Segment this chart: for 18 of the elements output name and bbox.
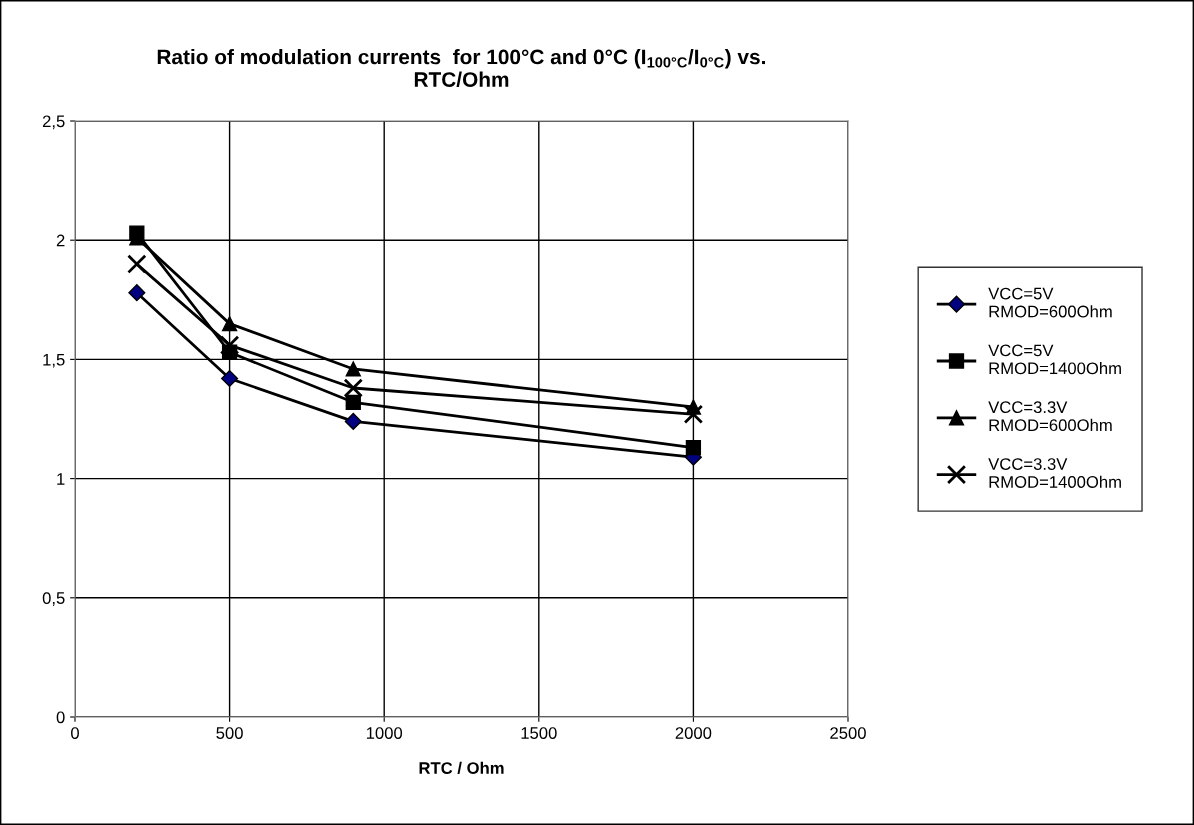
x-tick-label: 1500 bbox=[521, 727, 557, 739]
y-tick-label: 0,5 bbox=[42, 592, 65, 606]
y-tick-label: 1,5 bbox=[43, 353, 65, 368]
x-axis-title: RTC / Ohm bbox=[419, 761, 504, 775]
chart-title: Ratio of modulation currents for 100°C and 0°C (I$_{100°C}$/I$_{0°C}$) vs. RTC/Ohm bbox=[157, 48, 765, 88]
legend-label: VCC=3.3V RMOD=1400Ohm bbox=[988, 458, 1121, 488]
x-tick-label: 2000 bbox=[675, 727, 712, 739]
legend-label: VCC=5V RMOD=600Ohm bbox=[988, 287, 1112, 318]
y-tick-label: 2,5 bbox=[42, 115, 65, 130]
x-tick-label: 1000 bbox=[366, 727, 403, 739]
y-tick-label: 2 bbox=[56, 234, 65, 247]
x-tick-label: 2500 bbox=[830, 727, 866, 739]
x-tick-label: 0 bbox=[71, 727, 79, 739]
y-tick-label: 1 bbox=[57, 473, 65, 485]
y-tick-label: 0 bbox=[56, 711, 65, 724]
x-tick-label: 500 bbox=[216, 727, 243, 739]
legend-label: VCC=3.3V RMOD=600Ohm bbox=[988, 401, 1112, 432]
legend-label: VCC=5V RMOD=1400Ohm bbox=[988, 344, 1121, 375]
